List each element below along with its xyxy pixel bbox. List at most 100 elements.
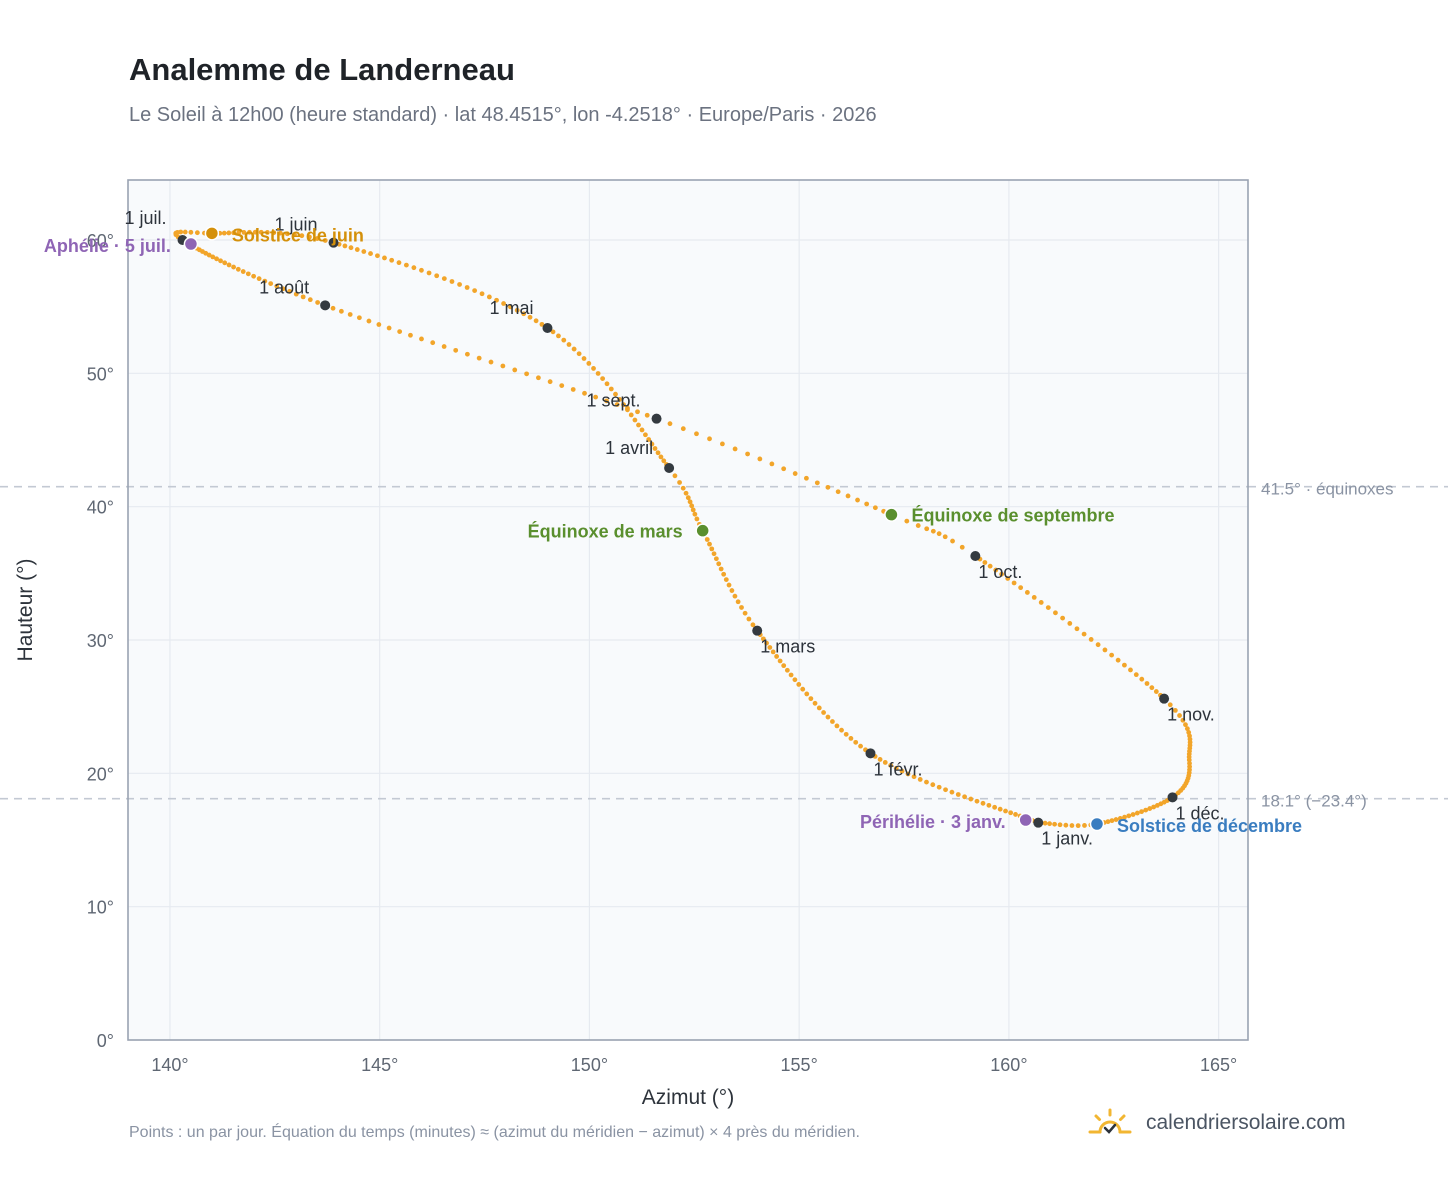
day-dot: [214, 256, 219, 262]
day-dot: [707, 436, 712, 442]
day-dot: [287, 289, 292, 294]
day-dot: [987, 563, 993, 569]
day-dot: [649, 441, 655, 447]
day-dot: [767, 645, 773, 650]
day-dot: [930, 782, 936, 788]
day-dot: [628, 412, 634, 418]
day-dot: [711, 551, 717, 557]
month-label: 1 avril: [605, 438, 653, 458]
day-dot: [256, 276, 262, 282]
day-dot: [533, 318, 539, 324]
day-dot: [672, 473, 678, 479]
brand[interactable]: calendriersolaire.com: [1084, 1106, 1346, 1140]
month-marker: [1159, 693, 1170, 704]
day-dot: [582, 390, 587, 396]
day-dot: [904, 518, 910, 524]
month-label: 1 oct.: [978, 562, 1022, 582]
day-dot: [825, 714, 831, 720]
event-marker: [1089, 816, 1105, 832]
day-dot: [408, 332, 413, 338]
day-dot: [888, 762, 894, 768]
day-dot: [1074, 626, 1080, 632]
day-dot: [1063, 822, 1069, 828]
day-dot: [834, 723, 840, 729]
day-dot: [853, 739, 859, 745]
event-marker: [884, 507, 899, 522]
day-dot: [449, 279, 455, 284]
day-dot: [293, 291, 299, 297]
day-dot: [625, 405, 630, 411]
day-dot: [268, 281, 274, 287]
day-dot: [757, 456, 763, 462]
day-dot: [899, 768, 905, 774]
day-dot: [942, 534, 948, 540]
day-dot: [500, 363, 506, 369]
day-dot: [1081, 631, 1087, 637]
day-dot: [441, 276, 447, 281]
day-dot: [386, 325, 392, 331]
day-dot: [1057, 822, 1063, 828]
day-dot: [1011, 580, 1017, 586]
day-dot: [188, 229, 194, 235]
plot-area: [128, 180, 1248, 1040]
month-label: 1 août: [259, 277, 309, 297]
day-dot: [636, 422, 641, 428]
day-dot: [719, 441, 725, 447]
y-tick-label: 0°: [97, 1031, 114, 1051]
event-label: Aphélie · 5 juil.: [44, 236, 171, 256]
day-dot: [441, 344, 447, 349]
day-dot: [347, 312, 353, 317]
day-dot: [962, 794, 967, 800]
day-dot: [1154, 803, 1160, 808]
day-dot: [718, 566, 724, 572]
day-dot: [1113, 817, 1119, 822]
day-dot: [804, 475, 809, 481]
day-dot: [812, 700, 818, 706]
day-dot: [770, 649, 776, 655]
day-dot: [411, 265, 417, 271]
day-dot: [742, 610, 748, 616]
day-dot: [210, 254, 216, 260]
y-tick-label: 60°: [87, 231, 114, 251]
day-dot: [694, 431, 699, 437]
day-dot: [486, 294, 492, 300]
event-marker: [695, 523, 710, 538]
day-dot: [781, 663, 787, 669]
day-dot: [1122, 814, 1127, 820]
day-dot: [419, 336, 424, 342]
day-dot: [559, 383, 565, 388]
day-dot: [593, 394, 599, 400]
day-dot: [1013, 812, 1018, 817]
day-dot: [680, 426, 686, 432]
event-marker: [204, 226, 220, 241]
day-dot: [222, 260, 228, 266]
day-dot: [848, 736, 854, 741]
y-tick-label: 40°: [87, 498, 114, 518]
chart-subtitle: Le Soleil à 12h00 (heure standard) · lat…: [129, 104, 877, 126]
day-dot: [1045, 605, 1051, 610]
day-dot: [536, 375, 541, 381]
day-dot: [774, 654, 780, 659]
day-dot: [974, 798, 980, 804]
month-label: 1 juin: [275, 215, 318, 235]
day-dot: [959, 544, 965, 550]
day-dot: [226, 230, 232, 236]
event-label: Solstice de juin: [232, 225, 364, 245]
day-dot: [769, 461, 775, 467]
day-dot: [1003, 808, 1008, 814]
day-dot: [792, 677, 798, 683]
day-dot: [1183, 722, 1188, 728]
day-dot: [709, 546, 715, 552]
day-dot: [1047, 821, 1052, 827]
day-dot: [986, 802, 992, 808]
day-dot: [247, 229, 252, 235]
day-dot: [950, 538, 955, 544]
month-label: 1 nov.: [1167, 705, 1215, 725]
day-dot: [1075, 823, 1081, 829]
day-dot: [488, 359, 494, 365]
day-dot: [1184, 726, 1190, 732]
day-dot: [784, 667, 790, 673]
y-tick-label: 50°: [87, 364, 114, 384]
day-dot: [342, 243, 348, 249]
day-dot: [1186, 757, 1192, 763]
